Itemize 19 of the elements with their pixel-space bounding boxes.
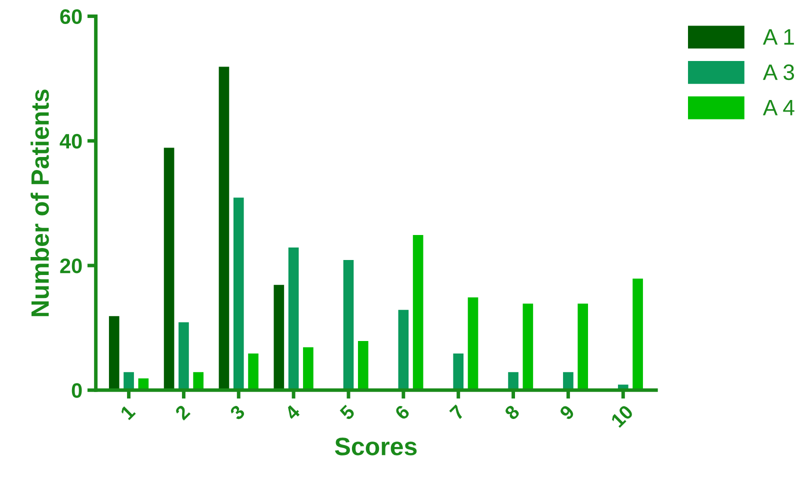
y-tick-label: 0 bbox=[72, 383, 82, 398]
y-tick-label: 40 bbox=[60, 134, 82, 149]
legend-label: A 3 bbox=[762, 64, 794, 80]
legend-label: A 4 bbox=[762, 100, 794, 116]
x-tick-label: 6 bbox=[394, 404, 410, 421]
x-tick-label: 1 bbox=[120, 404, 136, 420]
x-tick-label: 9 bbox=[558, 404, 576, 421]
x-tick-label: 10 bbox=[610, 404, 634, 428]
x-axis-title: Scores bbox=[334, 438, 417, 456]
x-tick-label: 4 bbox=[284, 404, 301, 421]
x-tick-label: 3 bbox=[229, 404, 246, 421]
y-tick-label: 60 bbox=[60, 9, 82, 24]
x-tick-label: 5 bbox=[339, 404, 356, 421]
x-tick-label: 7 bbox=[449, 404, 466, 420]
y-axis-title: Number of Patients bbox=[30, 90, 49, 316]
x-tick-label: 8 bbox=[504, 404, 520, 421]
y-tick-label: 20 bbox=[60, 258, 82, 274]
x-tick-label: 2 bbox=[174, 404, 191, 420]
legend-label: A 1 bbox=[762, 29, 794, 45]
